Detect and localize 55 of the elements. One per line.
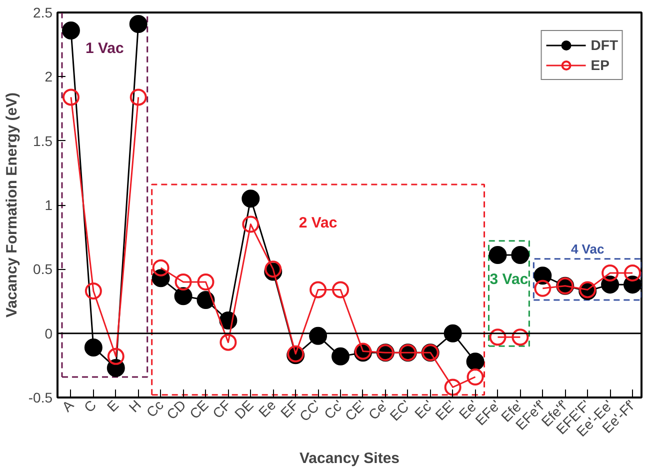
point	[242, 190, 260, 208]
y-tick-label: 0.5	[33, 261, 53, 278]
y-tick-label: -0.5	[28, 390, 53, 406]
x-tick-label: CE	[186, 396, 212, 422]
point	[534, 266, 552, 285]
legend-label: EP	[590, 57, 610, 73]
point	[332, 347, 350, 366]
point	[129, 15, 148, 34]
x-tick-label: H	[126, 396, 144, 416]
x-tick-label: CF	[209, 396, 234, 422]
x-tick-label: DE	[231, 396, 256, 422]
y-axis-title: Vacancy Formation Energy (eV)	[3, 92, 20, 318]
x-tick-label: A	[58, 396, 78, 415]
point	[197, 274, 214, 290]
point	[84, 338, 102, 356]
legend-label: DFT	[590, 37, 618, 53]
point	[264, 260, 282, 278]
point	[220, 334, 237, 351]
point	[488, 246, 507, 264]
point	[511, 246, 530, 264]
point	[174, 274, 192, 290]
point	[242, 216, 260, 233]
point	[309, 326, 328, 345]
point	[466, 368, 484, 386]
point	[130, 88, 147, 106]
y-tick-label: 1.5	[33, 132, 53, 149]
y-tick-label: 2.5	[33, 4, 53, 20]
annotation: 3 Vac	[490, 270, 528, 288]
annotation: 1 Vac	[85, 40, 124, 57]
y-tick-label: 1	[44, 197, 53, 213]
y-tick-label: 0	[44, 325, 53, 342]
point	[624, 264, 642, 282]
point	[444, 324, 462, 342]
annotation: 2 Vac	[298, 214, 338, 232]
y-tick-label: 2	[44, 68, 53, 85]
point	[602, 264, 619, 282]
point	[84, 282, 102, 300]
x-tick-label: C	[80, 396, 100, 416]
point	[310, 281, 327, 298]
point	[196, 290, 215, 309]
point	[152, 259, 170, 276]
point	[107, 348, 124, 365]
point	[489, 328, 506, 346]
point	[62, 88, 80, 106]
point	[444, 378, 462, 396]
x-axis-title: Vacancy Sites	[299, 450, 400, 468]
point	[332, 281, 350, 298]
x-tick-label: Ee	[255, 396, 279, 420]
x-tick-label: E	[104, 396, 122, 415]
point	[62, 21, 80, 40]
point	[466, 352, 484, 371]
point	[512, 328, 529, 346]
point	[534, 280, 552, 297]
annotation: 4 Vac	[570, 241, 604, 256]
point	[174, 287, 192, 306]
